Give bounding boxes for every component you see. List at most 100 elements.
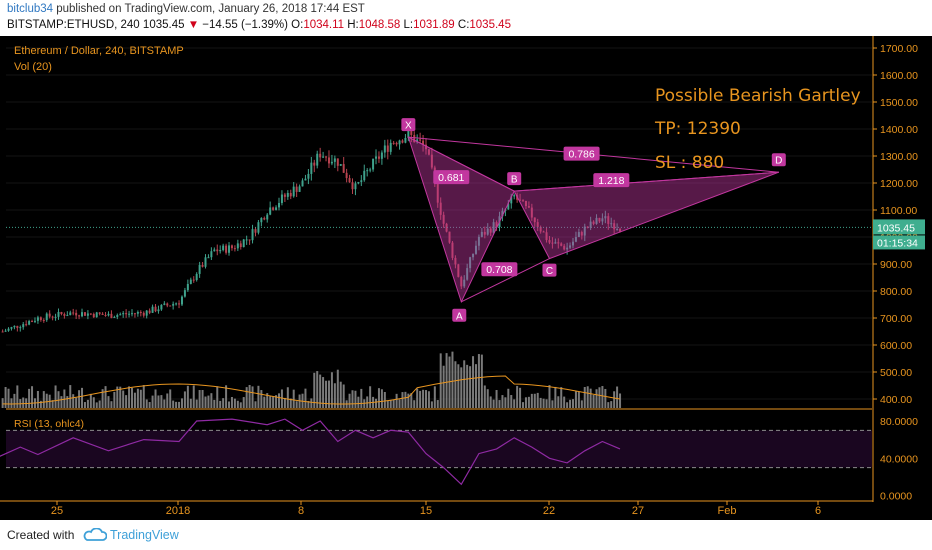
candle-body [307,173,310,179]
volume-bar [36,390,39,408]
volume-bar [595,389,598,408]
close-value: 1035.45 [469,19,511,31]
point-badge [542,263,557,277]
author-link[interactable]: bitclub34 [7,3,54,15]
candle-body [204,257,207,267]
candle-body [445,223,448,232]
volume-bar [101,389,104,408]
volume-bar [592,394,595,408]
candle-body [601,218,604,222]
candle-body [369,169,372,171]
candle-body [225,245,228,253]
candle-body [545,232,548,241]
tradingview-link[interactable]: TradingView [110,528,179,542]
volume-bar [225,385,228,408]
volume-ma-line [2,375,621,405]
ratio-badge [563,146,600,161]
candle-body [36,317,39,321]
candle-body [151,306,154,313]
volume-bar [83,402,86,408]
volume-bar [107,396,110,408]
candle-body [530,207,533,218]
volume-bar [416,388,419,408]
volume-bar [151,395,154,408]
candle-body [125,313,128,315]
candle-body [460,276,463,287]
volume-bar [566,402,569,408]
candle-body [325,156,328,158]
candle-body [572,241,574,246]
volume-bar [463,360,466,408]
volume-bar [198,390,201,408]
candle-body [563,245,566,250]
candle-body [501,210,504,217]
ohlc-line: BITSTAMP:ETHUSD, 240 1035.45 ▼ −14.55 (−… [7,19,511,31]
price-tick-label: 1200.00 [880,178,918,190]
grid-lines [6,47,872,400]
volume-bar [610,401,613,408]
candle-body [357,182,360,184]
candle-body [448,231,451,243]
volume-bar [78,390,81,408]
volume-bar [377,388,380,408]
volume-bar [272,396,275,408]
candle-body [339,164,342,166]
volume-bar [380,389,383,408]
candle-body [180,296,183,305]
candle-body [348,178,351,183]
price-tick-label: 600.00 [880,340,912,352]
volume-bar [183,391,186,408]
point-badge [452,308,467,322]
candle-body [554,242,557,244]
volume-bar [445,353,448,408]
candle-body [48,313,51,317]
chart-title: Ethereum / Dollar, 240, BITSTAMP [14,45,184,57]
volume-bar [430,401,433,408]
volume-bar [13,393,16,408]
volume-bar [139,389,142,408]
current-price-badge [873,219,925,235]
candle-body [298,186,301,192]
candle-body [272,207,275,210]
volume-bar [542,398,545,408]
candle-body [477,236,480,246]
volume-bar [131,387,133,408]
candle-body [213,249,216,252]
volume-bar [219,400,222,408]
volume-bar [510,395,513,408]
volume-bar [316,371,319,408]
volume-bar [522,402,525,408]
take-profit-text: TP: 12390 [654,119,741,139]
candle-body [39,317,42,320]
time-tick-label: 2018 [166,505,190,517]
volume-bar [283,397,286,408]
candle-body [136,312,139,314]
candle-body [519,199,522,201]
candle-body [507,203,510,210]
point-label: C [546,266,553,277]
volume-bar [169,389,172,408]
volume-bar [60,396,63,408]
volume-bar [589,388,592,408]
volume-bar [433,386,436,408]
volume-bar [395,393,398,408]
volume-bar [604,388,607,408]
volume-bar [278,393,280,408]
volume-bar [289,398,292,408]
candle-body [613,223,616,230]
time-tick-label: 27 [632,505,644,517]
candle-body [107,313,110,316]
candle-body [186,283,189,291]
ratio-label: 1.218 [598,175,624,187]
candle-body [119,314,122,316]
volume-bar [92,397,95,408]
volume-bar [216,386,219,408]
candle-body [595,217,598,224]
volume-bar [54,385,57,408]
candle-body [45,313,48,321]
volume-bar [357,396,360,408]
volume-bar [239,402,242,408]
candle-body [557,242,560,244]
volume-bar [245,387,248,408]
